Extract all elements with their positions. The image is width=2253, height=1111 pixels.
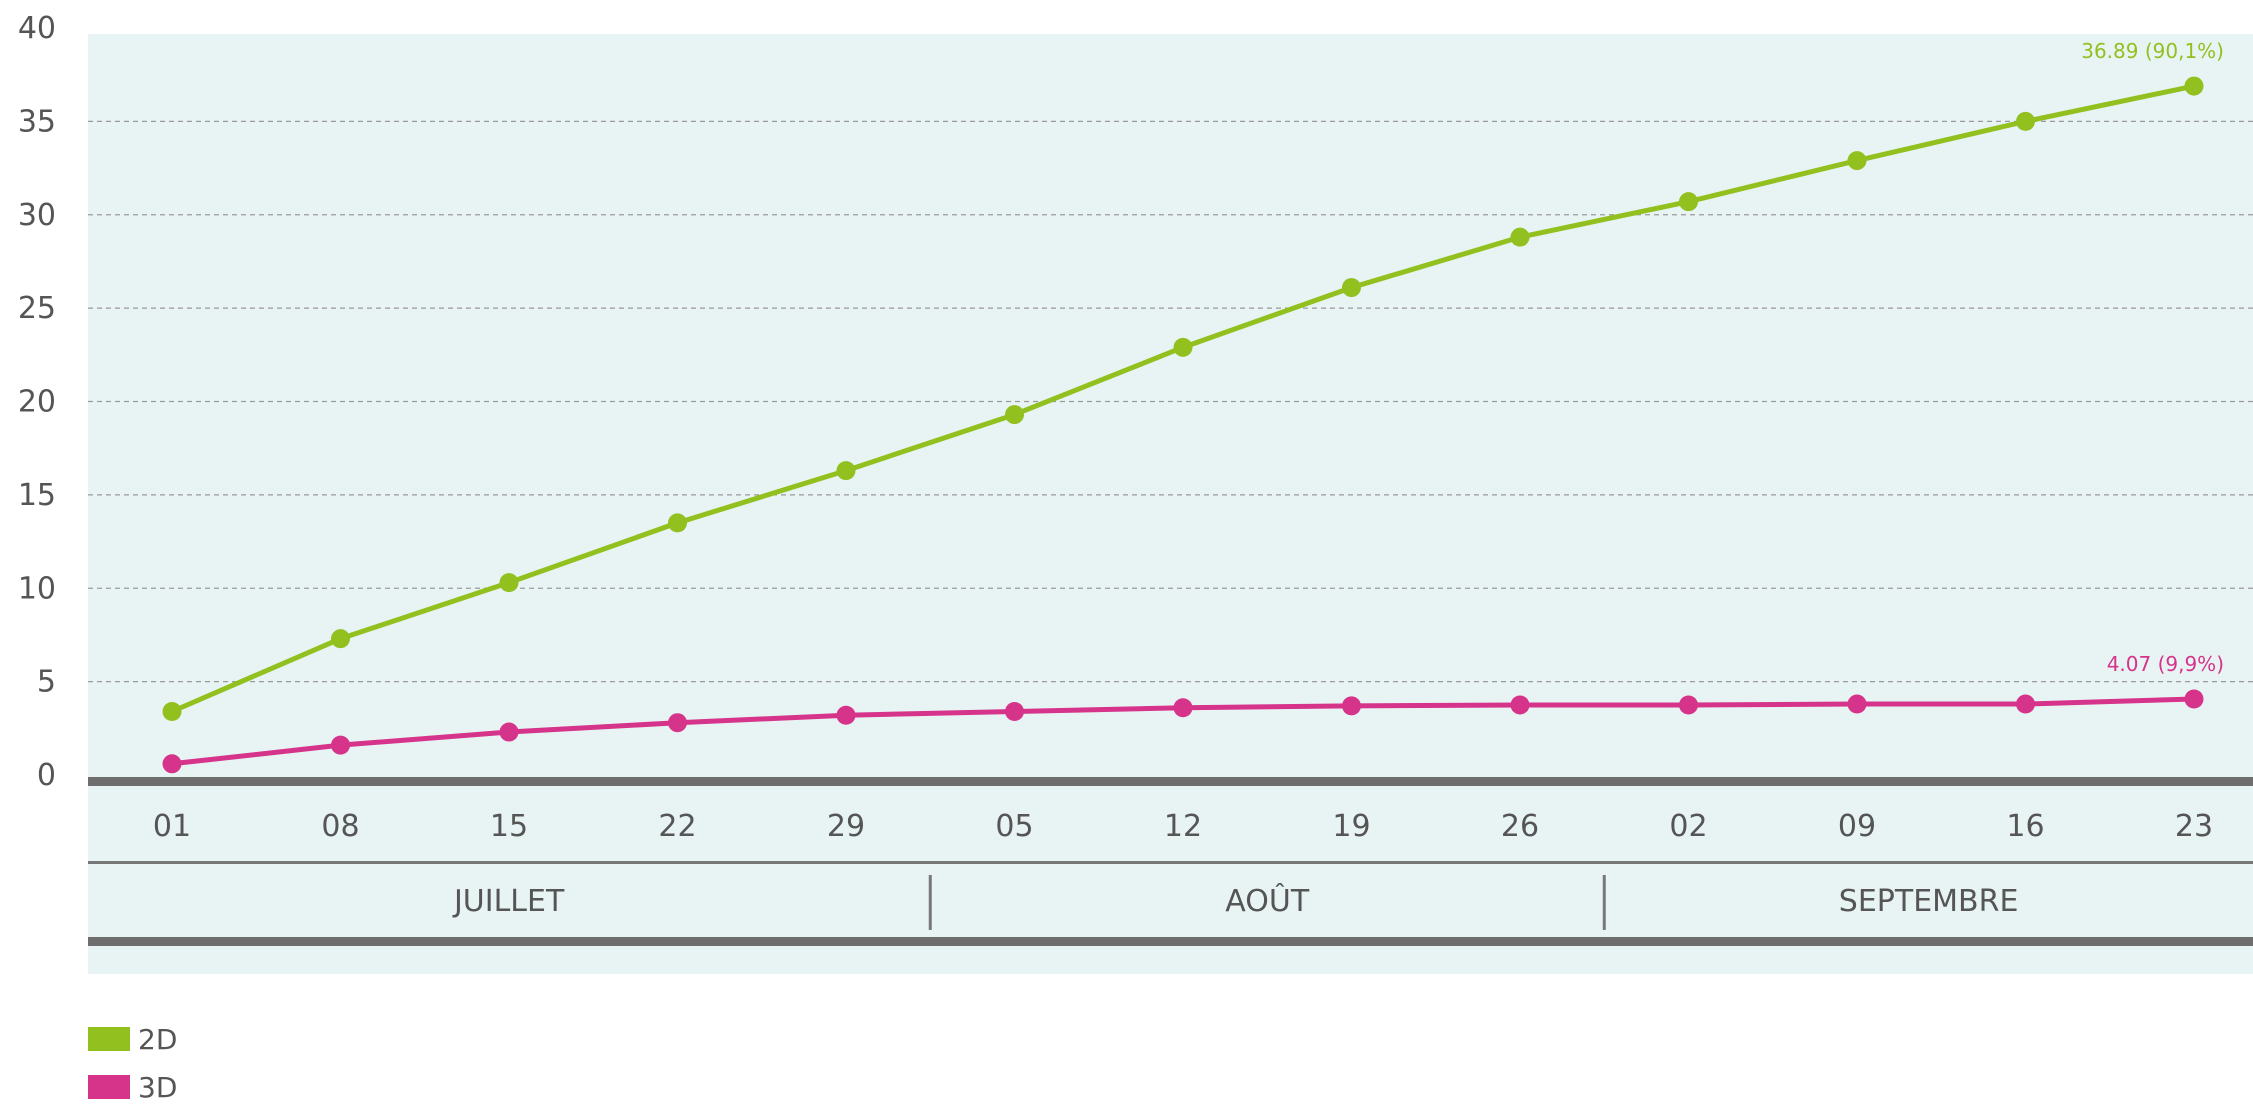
month-labels: JUILLET AOÛT SEPTEMBRE [452,875,2019,930]
data-point [1679,192,1698,212]
month-separator [1602,875,1606,930]
legend-item-2d: 2D [88,1015,177,1063]
data-point [2184,76,2204,96]
data-point [1510,695,1530,715]
series-2d: 36.89 (90,1%) [162,39,2224,722]
data-point [836,705,856,725]
y-tick-label: 5 [37,665,56,700]
plot-background [88,34,2253,974]
x-tick-label: 09 [1838,809,1876,844]
y-tick-label: 15 [18,478,56,513]
month-label: JUILLET [452,884,565,919]
series-3d: 4.07 (9,9%) [162,652,2224,774]
legend: 2D 3D [88,1015,177,1111]
end-value-label: 36.89 (90,1%) [2081,39,2224,63]
y-tick-label: 35 [18,104,56,139]
x-tick-label: 22 [658,809,696,844]
month-band-top-border [88,861,2253,864]
x-tick-label: 19 [1332,809,1370,844]
y-axis-ticks: 0 5 10 15 20 25 30 35 40 [18,11,56,793]
data-point [668,713,687,733]
y-tick-label: 0 [37,758,56,793]
data-point [1005,702,1024,722]
x-axis-baseline [88,777,2253,786]
y-tick-label: 10 [18,571,56,606]
data-point [1847,151,1867,171]
data-point [1342,278,1361,298]
legend-label-2d: 2D [138,1022,178,1056]
x-tick-label: 15 [490,809,528,844]
x-tick-label: 29 [827,809,865,844]
data-point [1847,694,1867,714]
y-tick-label: 30 [18,198,56,233]
data-point [1005,405,1024,425]
data-point [162,702,182,722]
y-tick-label: 40 [18,11,56,46]
x-tick-label: 12 [1164,809,1202,844]
legend-swatch-2d [88,1027,130,1051]
month-band-bottom-border [88,937,2253,946]
x-tick-label: 26 [1501,809,1539,844]
data-point [1510,227,1530,247]
legend-swatch-3d [88,1075,130,1099]
data-point [1173,337,1193,357]
month-label: AOÛT [1225,882,1310,919]
data-point [1679,695,1698,715]
data-series: 36.89 (90,1%) 4.07 (9,9%) [162,39,2224,774]
data-point [2016,694,2035,714]
x-tick-label: 23 [2175,809,2213,844]
x-tick-label: 08 [321,809,359,844]
end-value-label: 4.07 (9,9%) [2107,652,2224,676]
data-point [1173,698,1193,718]
legend-label-3d: 3D [138,1070,178,1104]
x-axis-ticks: 01 08 15 22 29 05 12 19 26 02 09 16 23 [153,809,2213,844]
data-point [499,722,519,742]
legend-item-3d: 3D [88,1063,177,1111]
data-point [2016,111,2035,131]
y-tick-label: 20 [18,385,56,420]
month-separator [928,875,932,930]
data-point [2184,689,2204,709]
data-point [836,461,856,481]
data-point [331,735,350,755]
x-tick-label: 01 [153,809,191,844]
y-tick-label: 25 [18,291,56,326]
data-point [1342,696,1361,716]
data-point [162,754,182,774]
month-label: SEPTEMBRE [1839,884,2019,919]
x-tick-label: 16 [2006,809,2044,844]
data-point [499,573,519,593]
x-tick-label: 05 [995,809,1033,844]
data-point [331,629,350,649]
x-tick-label: 02 [1669,809,1707,844]
gridlines [88,120,2253,683]
data-point [668,513,687,533]
